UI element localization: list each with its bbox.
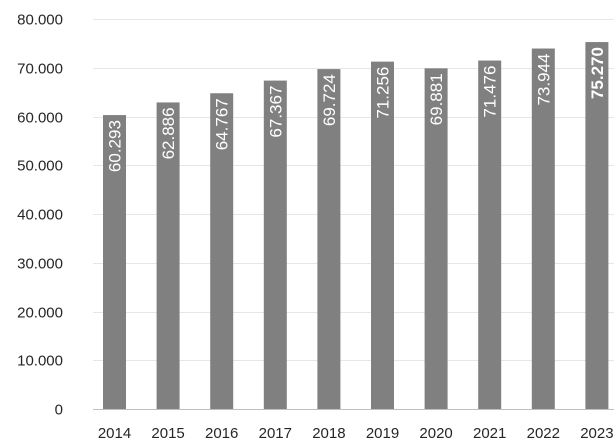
bar-2017 <box>263 80 287 409</box>
x-tick-label: 2014 <box>98 425 131 442</box>
y-tick-label: 50.000 <box>17 158 63 175</box>
bar-2014 <box>103 115 126 409</box>
y-tick-label: 70.000 <box>17 61 63 78</box>
data-label-2017: 67.367 <box>266 86 285 138</box>
y-tick-label: 40.000 <box>17 207 63 224</box>
bar-2022 <box>531 48 555 410</box>
data-label-2015: 62.886 <box>159 107 178 159</box>
data-label-2019: 71.256 <box>374 67 393 119</box>
x-tick-label: 2021 <box>473 425 506 442</box>
x-tick-label: 2016 <box>205 425 238 442</box>
data-label-2018: 69.724 <box>320 74 339 126</box>
data-label-2022: 73.944 <box>534 54 553 106</box>
data-labels: 60.293 62.886 64.767 67.367 69.724 71.256 69.8… <box>106 47 607 172</box>
bar-2021 <box>478 60 502 410</box>
data-label-2023: 75.270 <box>588 47 607 99</box>
y-tick-label: 80.000 <box>17 12 63 29</box>
bar-2019 <box>371 61 394 409</box>
y-axis-tick-labels: 0 10.000 20.000 30.000 40.000 50.000 60.000 70.… <box>17 12 63 419</box>
x-tick-label: 2022 <box>527 425 560 442</box>
bars <box>103 42 609 410</box>
x-tick-label: 2018 <box>312 425 345 442</box>
x-tick-label: 2023 <box>580 425 613 442</box>
x-tick-label: 2015 <box>151 425 184 442</box>
bar-2016 <box>210 93 234 409</box>
x-tick-label: 2017 <box>259 425 292 442</box>
bar-2020 <box>424 68 448 409</box>
bar-2018 <box>317 69 341 409</box>
data-label-2020: 69.881 <box>427 73 446 125</box>
data-label-2016: 64.767 <box>213 98 232 150</box>
x-axis-tick-labels: 2014 2015 2016 2017 2018 2019 2020 2021 2022 2023 <box>98 425 614 442</box>
x-tick-label: 2020 <box>419 425 452 442</box>
y-tick-label: 60.000 <box>17 110 63 127</box>
data-label-2014: 60.293 <box>106 120 125 172</box>
y-tick-label: 10.000 <box>17 353 63 370</box>
gridlines <box>93 19 614 410</box>
y-tick-label: 0 <box>55 402 63 419</box>
bar-2015 <box>156 102 180 410</box>
x-tick-label: 2019 <box>366 425 399 442</box>
bar-2023 <box>585 42 609 410</box>
y-tick-label: 20.000 <box>17 305 63 322</box>
y-tick-label: 30.000 <box>17 256 63 273</box>
data-label-2021: 71.476 <box>481 66 500 118</box>
